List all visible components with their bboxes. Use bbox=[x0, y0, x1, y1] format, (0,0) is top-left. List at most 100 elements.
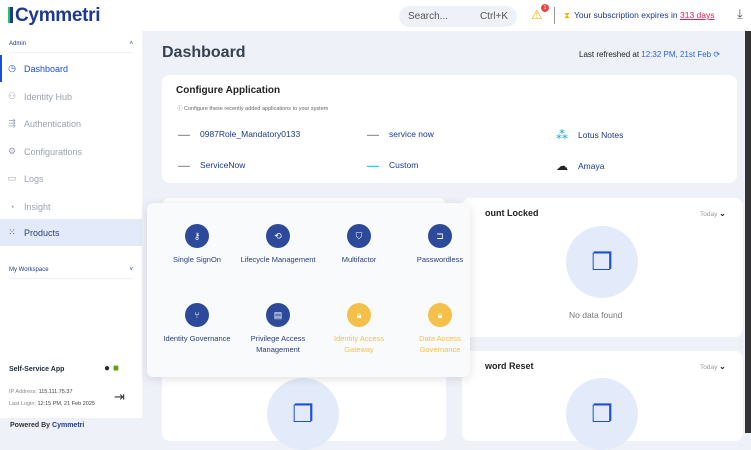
admin-section-toggle[interactable]: Admin ˄ bbox=[9, 41, 133, 53]
app-logo-icon: ▬▬▬ bbox=[367, 131, 379, 137]
logo-text: Cymmetri bbox=[15, 5, 101, 26]
lock-icon: 🔒︎ bbox=[428, 303, 452, 327]
app-item[interactable]: ▬▬▬ 0987Role_Mandatory0133 bbox=[173, 129, 300, 139]
sidebar-item-logs[interactable]: ▭ Logs bbox=[0, 165, 142, 192]
users-icon: ⚇ bbox=[7, 91, 17, 101]
self-service-label: Self-Service App bbox=[9, 366, 65, 373]
sidebar-item-dashboard[interactable]: ◷ Dashboard bbox=[0, 55, 142, 82]
lock-icon: 🔒︎ bbox=[347, 303, 371, 327]
configure-subtitle: ⓘ Configure these recently added applica… bbox=[177, 104, 328, 112]
app-name: 0987Role_Mandatory0133 bbox=[200, 129, 301, 139]
configure-application-card bbox=[162, 75, 737, 183]
chevron-down-icon: ⌄ bbox=[719, 362, 726, 371]
ip-label: IP Address: bbox=[9, 389, 38, 395]
product-privilege-access-management[interactable]: ▤ Privilege Access Management bbox=[238, 303, 318, 355]
shield-icon: ⛉ bbox=[347, 224, 371, 248]
dashboard-icon: ◷ bbox=[8, 63, 16, 73]
product-single-signon[interactable]: ⚷ Single SignOn bbox=[157, 224, 237, 265]
hourglass-icon: ⧗ bbox=[564, 10, 570, 20]
app-item[interactable]: ▬▬▬ ServiceNow bbox=[173, 160, 245, 170]
branch-icon: ⑂ bbox=[185, 303, 209, 327]
divider bbox=[554, 7, 555, 24]
app-item[interactable]: ☁ Amaya bbox=[551, 159, 604, 173]
app-item[interactable]: ▬▬▬ Custom bbox=[362, 160, 418, 170]
product-data-access-governance[interactable]: 🔒︎ Data Access Governance bbox=[400, 303, 480, 355]
door-icon: ⊐ bbox=[428, 224, 452, 248]
sidebar-item-label: Products bbox=[24, 227, 60, 238]
filter-value: Today bbox=[700, 211, 718, 218]
app-logo-icon: ▬▬▬ bbox=[178, 131, 190, 137]
logout-icon[interactable]: ⇥ bbox=[114, 389, 125, 404]
app-name: ServiceNow bbox=[200, 160, 246, 170]
logo[interactable]: Cymmetri bbox=[8, 5, 101, 27]
page-title: Dashboard bbox=[162, 44, 246, 61]
subtitle-text: Configure these recently added applicati… bbox=[184, 106, 329, 112]
lotus-notes-icon: ⁂ bbox=[556, 128, 568, 142]
app-name: Lotus Notes bbox=[578, 130, 624, 140]
empty-state-icon: ❐ bbox=[566, 226, 638, 298]
product-label: Lifecycle Management bbox=[240, 255, 316, 264]
sidebar-item-configurations[interactable]: ⚙ Configurations bbox=[0, 138, 142, 165]
app-logo-icon: ▬▬▬ bbox=[367, 162, 379, 168]
refresh-icon[interactable]: ⟳ bbox=[713, 50, 721, 59]
product-label: Identity Governance bbox=[163, 334, 231, 343]
chevron-down-icon: ⌄ bbox=[719, 209, 726, 218]
filter-dropdown[interactable]: Today ⌄ bbox=[700, 209, 726, 218]
workspace-label: My Workspace bbox=[9, 267, 49, 273]
search-shortcut: Ctrl+K bbox=[479, 11, 508, 22]
product-label: Passwordless bbox=[416, 255, 464, 264]
workspace-section-toggle[interactable]: My Workspace ˅ bbox=[9, 267, 133, 279]
product-passwordless[interactable]: ⊐ Passwordless bbox=[400, 224, 480, 265]
product-lifecycle-management[interactable]: ⟲ Lifecycle Management bbox=[238, 224, 318, 265]
product-identity-access-gateway[interactable]: 🔒︎ Identity Access Gateway bbox=[319, 303, 399, 355]
sidebar-item-label: Insight bbox=[24, 201, 51, 212]
refreshed-label: Last refreshed at bbox=[579, 50, 640, 59]
sidebar-item-identity-hub[interactable]: ⚇ Identity Hub bbox=[0, 83, 142, 110]
powered-by: Powered By Cymmetri bbox=[0, 418, 142, 433]
sidebar-item-products[interactable]: ⁙ Products bbox=[0, 219, 142, 246]
product-multifactor[interactable]: ⛉ Multifactor bbox=[319, 224, 399, 265]
last-login: Last Login: 12:15 PM, 21 Feb 2025 bbox=[9, 401, 95, 407]
ip-address: IP Address: 115.111.75.37 bbox=[9, 389, 73, 395]
product-label: Privilege Access Management bbox=[250, 334, 306, 354]
search-placeholder: Search... bbox=[408, 11, 449, 22]
product-label: Identity Access Gateway bbox=[333, 334, 385, 354]
powered-logo: Cymmetri bbox=[52, 422, 85, 429]
key-icon: ⚷ bbox=[185, 224, 209, 248]
product-identity-governance[interactable]: ⑂ Identity Governance bbox=[157, 303, 237, 344]
sidebar-item-label: Configurations bbox=[24, 146, 83, 157]
products-popover: ⚷ Single SignOn ⟲ Lifecycle Management ⛉ Mu… bbox=[147, 203, 470, 377]
app-item[interactable]: ▬▬▬ service now bbox=[362, 129, 434, 139]
search-input[interactable]: Search... Ctrl+K bbox=[399, 6, 517, 27]
app-name: Custom bbox=[389, 160, 419, 170]
scrollbar[interactable] bbox=[745, 31, 751, 433]
sidebar-item-insight[interactable]: ◔ Insight bbox=[0, 193, 142, 220]
info-icon: ⓘ bbox=[177, 106, 185, 112]
subscription-notice: ⧗ Your subscription expires in 313 days bbox=[564, 10, 714, 21]
warning-icon[interactable]: ⚠ bbox=[531, 7, 543, 22]
app-item[interactable]: ⁂ Lotus Notes bbox=[551, 128, 623, 142]
download-icon[interactable]: ⤓ bbox=[737, 6, 743, 21]
apple-icon[interactable]: ● bbox=[104, 363, 111, 374]
subscription-days[interactable]: 313 days bbox=[679, 10, 715, 20]
cloud-api-icon: ☁ bbox=[556, 159, 568, 173]
sidebar-item-label: Dashboard bbox=[24, 63, 69, 74]
subscription-text: Your subscription expires in bbox=[573, 10, 678, 20]
sidebar-item-label: Identity Hub bbox=[24, 91, 73, 102]
grid-icon: ⁙ bbox=[8, 227, 16, 237]
login-label: Last Login: bbox=[9, 401, 36, 407]
android-icon[interactable]: ■ bbox=[112, 363, 119, 374]
app-name: service now bbox=[389, 129, 434, 139]
powered-by-text: Powered By bbox=[10, 422, 51, 429]
chevron-up-icon: ˄ bbox=[129, 41, 133, 47]
filter-dropdown[interactable]: Today ⌄ bbox=[700, 362, 726, 371]
sidebar-item-authentication[interactable]: ⇶ Authentication bbox=[0, 110, 142, 137]
os-icons: ● ■ bbox=[104, 363, 119, 374]
last-refreshed: Last refreshed at 12:32 PM, 21st Feb ⟳ bbox=[579, 50, 720, 59]
card-title: word Reset bbox=[485, 361, 534, 371]
card-title: ount Locked bbox=[485, 208, 539, 218]
lifecycle-icon: ⟲ bbox=[266, 224, 290, 248]
chevron-down-icon: ˅ bbox=[129, 267, 133, 273]
ip-value: 115.111.75.37 bbox=[38, 389, 73, 395]
auth-icon: ⇶ bbox=[8, 118, 16, 128]
